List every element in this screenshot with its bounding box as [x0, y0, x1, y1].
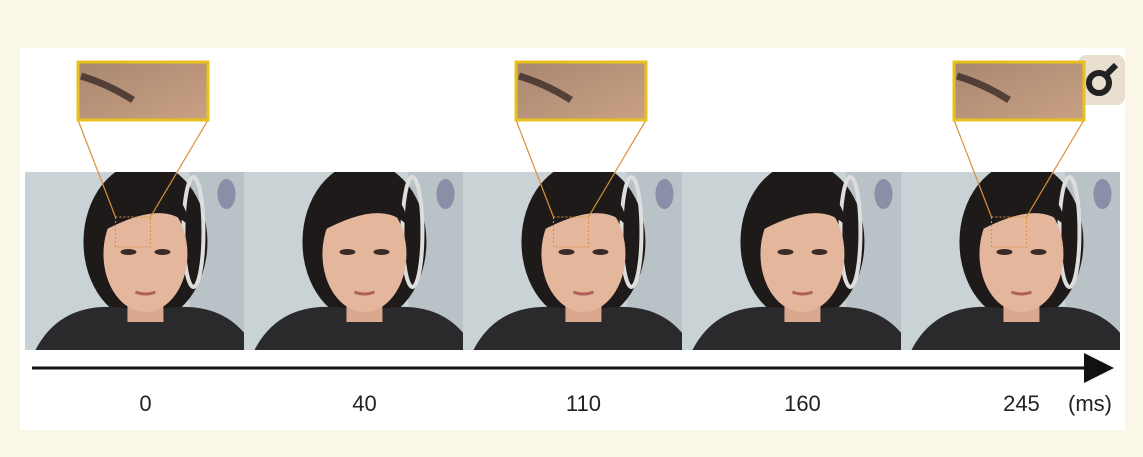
photo — [463, 162, 693, 350]
unit-label: (ms) — [1068, 391, 1112, 416]
wall-object — [874, 179, 892, 209]
wall-object — [1093, 179, 1111, 209]
time-label: 0 — [139, 391, 151, 416]
photo — [25, 162, 255, 350]
wall-object — [655, 179, 673, 209]
figure: (ms) 0 40 110 160 245 — [0, 0, 1143, 457]
eye — [154, 249, 170, 255]
photo — [244, 162, 474, 350]
time-label: 245 — [1003, 391, 1040, 416]
time-label: 160 — [784, 391, 821, 416]
eye — [777, 249, 793, 255]
eye — [558, 249, 574, 255]
photo — [901, 162, 1131, 350]
wall-object — [436, 179, 454, 209]
eye — [811, 249, 827, 255]
eye — [1030, 249, 1046, 255]
zoom-box — [516, 62, 646, 120]
time-label: 110 — [566, 391, 601, 416]
photo — [682, 162, 912, 350]
zoom-box — [954, 62, 1084, 120]
zoom-box — [78, 62, 208, 120]
eye — [373, 249, 389, 255]
eye — [339, 249, 355, 255]
wall-object — [217, 179, 235, 209]
eye — [996, 249, 1012, 255]
time-label: 40 — [352, 391, 376, 416]
eye — [120, 249, 136, 255]
eye — [592, 249, 608, 255]
